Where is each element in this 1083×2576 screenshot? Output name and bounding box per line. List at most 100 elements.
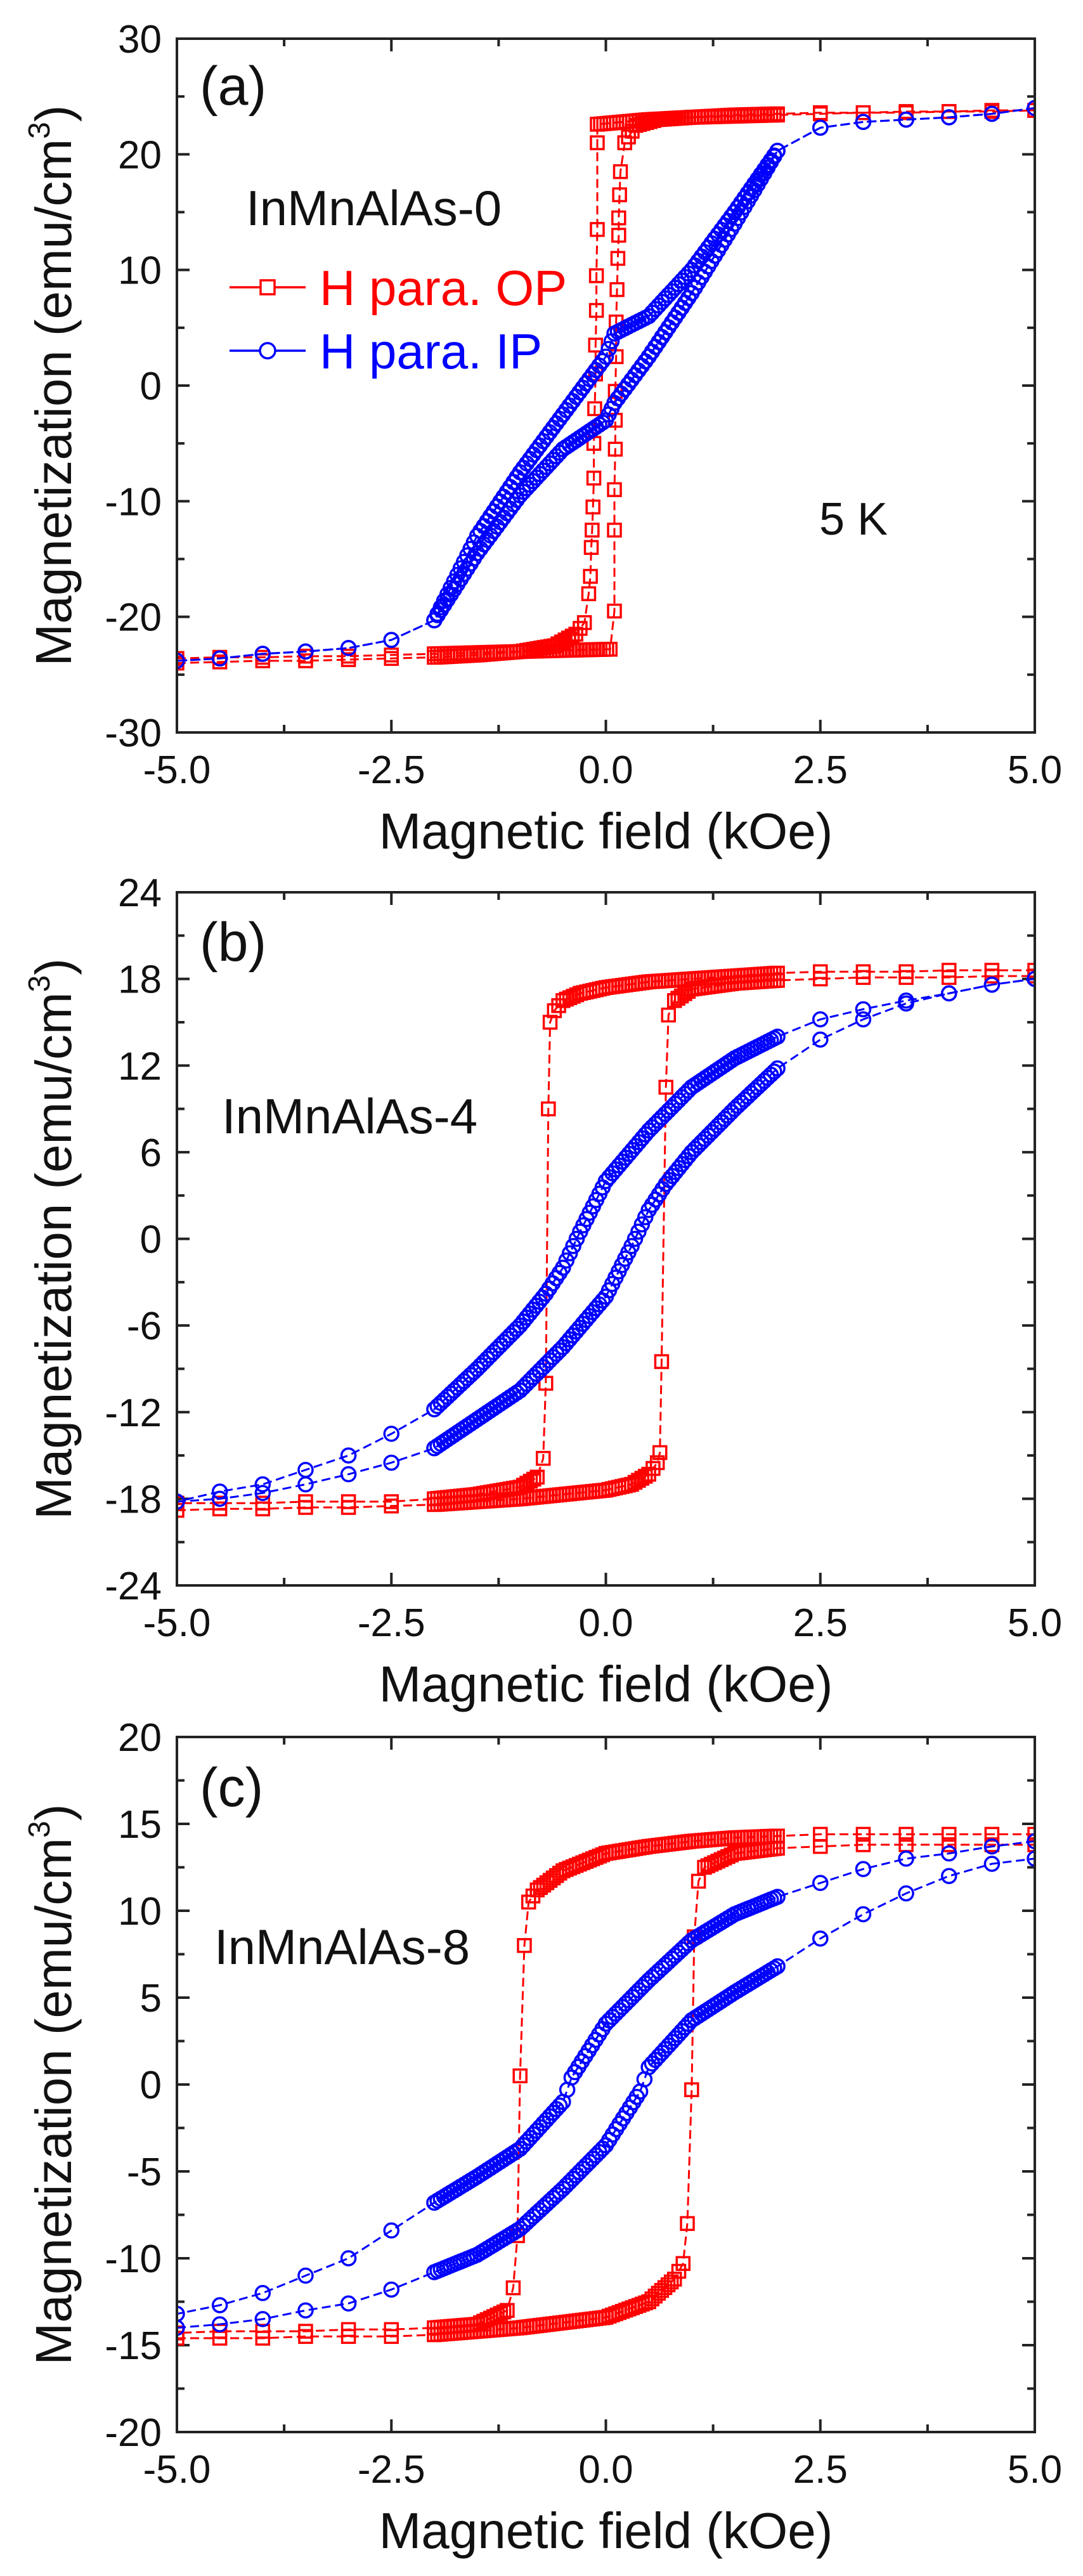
- y-tick-label: -15: [105, 2324, 162, 2368]
- y-axis-title-main: Magnetization (emu/cm: [25, 992, 82, 1519]
- series-ip: [177, 970, 1035, 1510]
- x-tick-label: 2.5: [793, 748, 848, 792]
- series-ip: [177, 100, 1035, 669]
- ip-data-point: [177, 653, 185, 669]
- ip-data-point: [983, 976, 1001, 993]
- ip-data-point: [812, 1031, 829, 1048]
- ip-data-point: [340, 1466, 357, 1483]
- ip-data-point: [254, 2285, 271, 2301]
- series-op: [177, 1826, 1035, 2346]
- ip-data-point: [429, 1398, 446, 1415]
- y-tick-label: 30: [118, 18, 162, 62]
- ip-data-point: [211, 1490, 228, 1507]
- op-data-point: [611, 228, 626, 243]
- op-data-point: [298, 1500, 313, 1515]
- ip-data-point: [177, 2305, 185, 2322]
- x-tick-label: 5.0: [1008, 1601, 1062, 1645]
- x-tick-label: -5.0: [143, 748, 211, 792]
- op-data-point: [658, 1079, 673, 1095]
- y-axis-title-main: Magnetization (emu/cm: [25, 1838, 82, 2365]
- ip-data-point: [855, 1861, 872, 1877]
- op-data-point: [609, 282, 625, 297]
- op-data-point: [517, 1938, 532, 1953]
- ip-data-point: [1027, 970, 1035, 987]
- legend-label-ip: H para. IP: [320, 323, 542, 379]
- op-data-point: [680, 2216, 695, 2231]
- op-data-point: [898, 105, 914, 120]
- ascending-branch-line: [177, 1844, 1035, 2339]
- ip-data-point: [383, 2281, 399, 2298]
- op-data-point: [813, 1838, 828, 1854]
- op-data-point: [607, 523, 622, 538]
- descending-branch-line: [177, 969, 1035, 1504]
- y-axis-title-end: ): [25, 958, 82, 975]
- ip-data-point: [254, 2311, 271, 2327]
- y-tick-label: 18: [118, 958, 162, 1002]
- series-ip: [177, 1833, 1035, 2336]
- ip-data-point: [626, 367, 644, 384]
- op-data-point: [855, 970, 871, 986]
- plot-area: [177, 1826, 1035, 2346]
- y-tick-label: 20: [118, 1716, 162, 1760]
- ip-data-point: [940, 985, 957, 1002]
- x-axis-title: Magnetic field (kOe): [379, 803, 833, 859]
- op-data-point: [583, 540, 599, 556]
- ip-data-point: [254, 646, 271, 662]
- ip-data-point: [898, 111, 914, 128]
- ip-data-point: [211, 2297, 228, 2313]
- x-tick-label: -2.5: [358, 2448, 425, 2492]
- ip-data-point: [983, 105, 1001, 122]
- descending-branch-line: [177, 1840, 1035, 2315]
- x-tick-label: 5.0: [1008, 748, 1062, 792]
- op-data-point: [654, 1354, 670, 1369]
- op-data-point: [649, 1455, 665, 1471]
- ip-data-point: [603, 333, 620, 349]
- op-data-point: [941, 1826, 957, 1842]
- op-data-point: [607, 603, 622, 619]
- op-data-point: [585, 499, 600, 515]
- sample-label: InMnAlAs-8: [214, 1919, 470, 1975]
- op-data-point: [652, 1445, 668, 1460]
- ip-data-point: [340, 2250, 357, 2267]
- legend: H para. OP H para. IP: [230, 260, 567, 379]
- op-data-point: [675, 2256, 691, 2271]
- y-tick-label: -6: [127, 1304, 162, 1348]
- x-tick-label: -5.0: [143, 1601, 211, 1645]
- series-op: [177, 963, 1035, 1518]
- ip-data-point: [619, 376, 637, 393]
- legend-label-op: H para. OP: [320, 260, 567, 316]
- ascending-branch-line: [177, 978, 1035, 1503]
- op-data-point: [535, 1450, 551, 1466]
- x-tick-label: 5.0: [1008, 2448, 1062, 2492]
- op-data-point: [590, 117, 605, 132]
- ip-data-point: [340, 2295, 357, 2312]
- y-axis-title-end: ): [25, 1804, 82, 1821]
- ip-data-point: [297, 2267, 314, 2284]
- ip-data-point: [769, 1958, 786, 1975]
- y-tick-label: 15: [118, 1803, 162, 1847]
- ascending-branch-line: [177, 975, 1035, 1512]
- ip-data-point: [426, 2194, 443, 2211]
- y-axis-title-superscript: 3: [23, 122, 56, 139]
- op-data-point: [255, 1501, 271, 1517]
- op-data-point: [533, 1880, 548, 1896]
- ip-data-point: [812, 1930, 829, 1947]
- ip-data-point: [211, 650, 228, 667]
- y-tick-label: -12: [105, 1391, 162, 1435]
- op-data-point: [541, 1101, 556, 1117]
- op-data-point: [340, 1500, 356, 1515]
- y-axis-title: Magnetization (emu/cm3): [23, 1804, 82, 2365]
- op-data-point: [607, 482, 622, 497]
- ip-data-point: [606, 325, 623, 342]
- ip-data-point: [855, 1011, 872, 1028]
- op-data-point: [898, 970, 914, 986]
- op-data-point: [612, 187, 627, 202]
- op-data-point: [340, 2329, 356, 2345]
- panel-c: -5.0 -2.5 0.0 2.5 5.0 20 15 10 5 0 -5 -10 -15 -20 Magn…: [23, 1716, 1062, 2559]
- op-data-point: [855, 105, 871, 120]
- ip-data-point: [898, 995, 914, 1012]
- op-data-point: [637, 1469, 653, 1484]
- ip-data-point: [254, 1485, 271, 1502]
- x-tick-label: -2.5: [358, 748, 425, 792]
- y-tick-label: 12: [118, 1044, 162, 1088]
